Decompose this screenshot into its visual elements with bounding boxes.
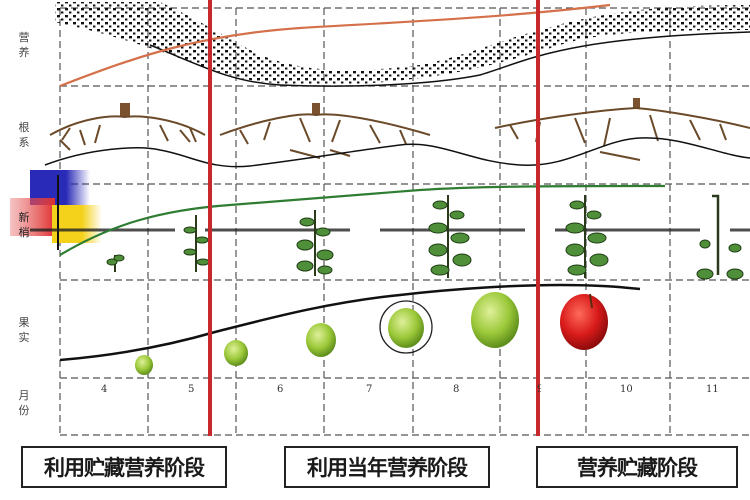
month-label: 4 <box>101 384 108 395</box>
row-label-nutrition: 营养 <box>18 31 30 59</box>
nutrient-supply-line <box>59 3 611 88</box>
month-label: 9 <box>537 384 541 395</box>
month-label: 5 <box>188 384 195 395</box>
month-label: 11 <box>706 384 719 395</box>
nutrient-storage-lower-line <box>149 31 750 87</box>
apple-may <box>224 340 248 366</box>
stage-box-stored-nutrition: 利用贮藏营养阶段 <box>21 446 227 488</box>
row-label-shoots: 新梢 <box>18 211 30 239</box>
apple-june <box>306 323 336 357</box>
shoot-plants <box>106 194 744 280</box>
apple-july <box>388 308 424 348</box>
stage-box-nutrient-storage: 营养贮藏阶段 <box>536 446 738 488</box>
month-label: 6 <box>277 384 284 395</box>
apples <box>135 292 608 375</box>
month-label: 10 <box>620 384 633 395</box>
fruit-growth-curve <box>59 283 641 362</box>
row-label-roots: 根系 <box>18 121 30 149</box>
root-system <box>49 98 750 161</box>
root-growth-curve <box>44 137 750 168</box>
row-label-month: 月份 <box>18 389 30 417</box>
month-label: 7 <box>366 384 373 395</box>
apple-april <box>135 355 153 375</box>
apple-august <box>471 292 519 348</box>
month-label: 8 <box>453 384 460 395</box>
apple-july-highlight-circle <box>379 300 433 354</box>
row-label-fruit: 果实 <box>18 316 30 344</box>
stage-box-current-year-nutrition: 利用当年营养阶段 <box>284 446 490 488</box>
nutrient-storage-band <box>55 2 750 86</box>
shoot-growth-curve <box>59 184 666 256</box>
apple-september-red <box>560 294 608 350</box>
